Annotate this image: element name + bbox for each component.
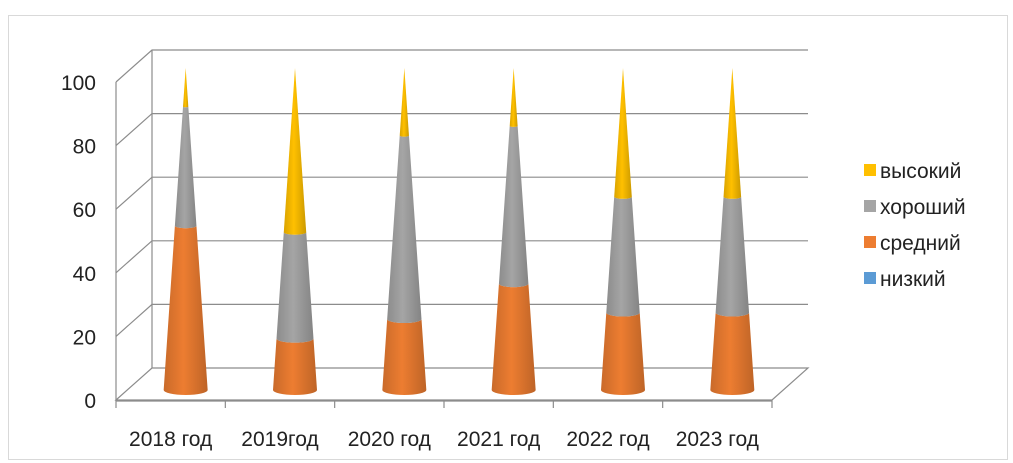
- cone-segment-хороший: [174, 106, 197, 229]
- cone: [163, 68, 208, 395]
- gridline: [115, 49, 808, 83]
- x-tick-label: 2018 год: [129, 428, 212, 451]
- x-tick-label: 2023 год: [676, 428, 759, 451]
- cone-segment-средний: [382, 319, 427, 395]
- x-tick-label: 2022 год: [566, 428, 649, 451]
- y-tick-label: 20: [73, 326, 96, 349]
- legend-swatch: [864, 200, 876, 212]
- legend-label: хороший: [880, 196, 966, 219]
- gridlines: [115, 49, 808, 337]
- y-tick-label: 40: [73, 263, 96, 286]
- cone-segment-средний: [601, 312, 645, 395]
- y-axis-ticks: 0 20 40 60 80 100: [61, 72, 96, 413]
- cone: [491, 68, 536, 396]
- y-tick-label: 0: [84, 390, 96, 413]
- legend-label: низкий: [880, 268, 946, 291]
- legend-swatch: [864, 272, 876, 284]
- y-tick-label: 60: [73, 199, 96, 222]
- legend-label: средний: [880, 232, 961, 255]
- gridline: [115, 112, 808, 147]
- gridline: [115, 176, 808, 210]
- cone-segment-высокий: [399, 68, 409, 137]
- floor: [114, 367, 810, 401]
- cone-segment-высокий: [509, 68, 518, 127]
- gridline: [115, 303, 808, 337]
- cone-segment-высокий: [723, 68, 742, 199]
- gridline: [115, 240, 808, 274]
- legend-swatch: [864, 164, 876, 176]
- cone-segment-средний: [273, 338, 317, 395]
- legend-label: высокий: [880, 160, 961, 183]
- cone: [273, 68, 317, 395]
- cone-segment-хороший: [715, 196, 750, 317]
- x-tick-label: 2019год: [241, 428, 318, 451]
- cone-series: [163, 68, 755, 396]
- cone: [710, 68, 755, 395]
- cone-segment-хороший: [498, 125, 529, 288]
- y-tick-label: 100: [61, 72, 96, 95]
- plot-walls: [114, 50, 810, 401]
- cone-segment-средний: [710, 312, 755, 395]
- cone-segment-средний: [163, 225, 208, 395]
- cone-segment-средний: [491, 283, 536, 396]
- cone-segment-высокий: [614, 68, 632, 199]
- legend: высокий хороший средний низкий: [864, 160, 966, 291]
- legend-swatch: [864, 236, 876, 248]
- y-tick-label: 80: [73, 136, 96, 159]
- cone-segment-хороший: [276, 232, 314, 343]
- cone-segment-хороший: [606, 196, 640, 317]
- cone-segment-высокий: [283, 68, 307, 235]
- x-tick-label: 2021 год: [457, 428, 540, 451]
- cone-segment-хороший: [387, 135, 422, 324]
- cone-segment-высокий: [183, 68, 189, 108]
- x-axis: 2018 год 2019год 2020 год 2021 год 2022 год 2…: [115, 400, 773, 451]
- cone: [601, 68, 645, 395]
- cone: [382, 68, 427, 395]
- x-tick-label: 2020 год: [348, 428, 431, 451]
